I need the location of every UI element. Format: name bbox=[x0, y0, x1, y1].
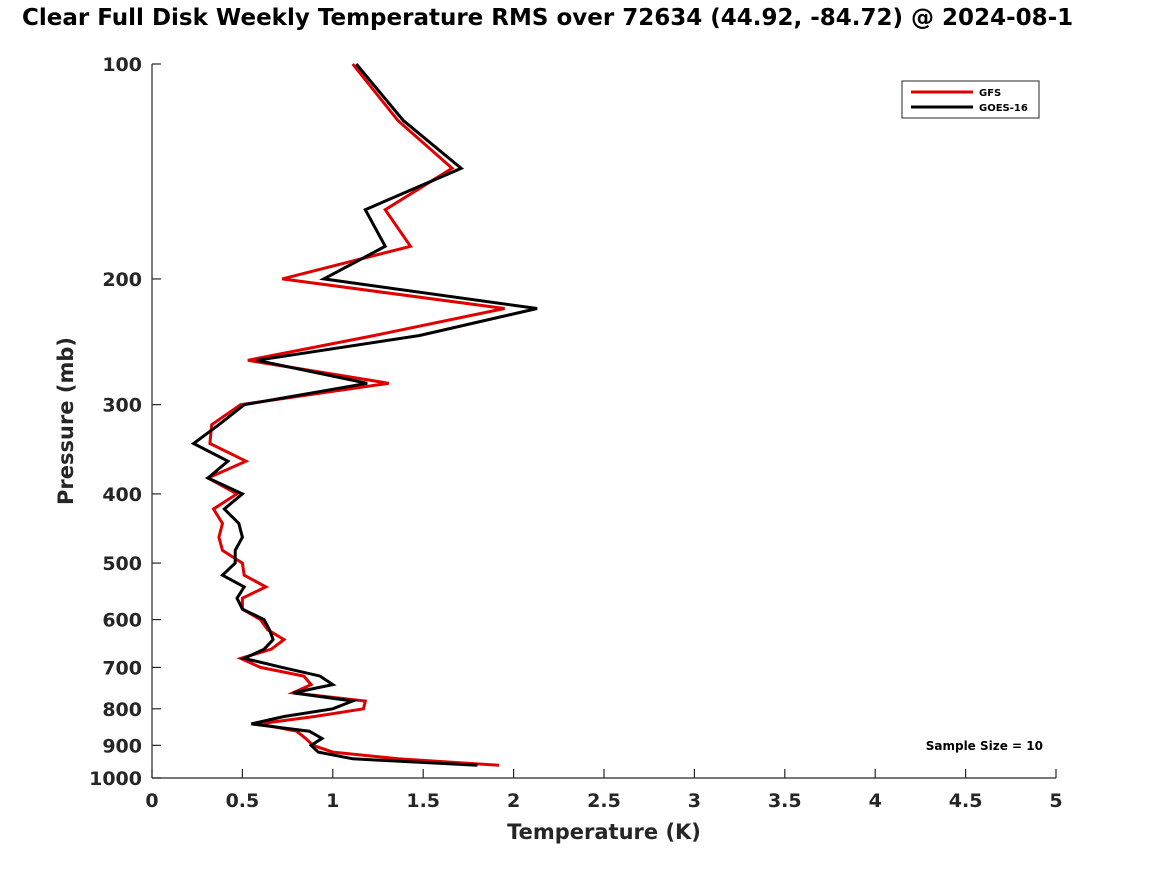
y-tick-label: 600 bbox=[102, 610, 142, 632]
x-tick-label: 3 bbox=[688, 790, 701, 812]
legend: GFS GOES-16 bbox=[901, 80, 1040, 119]
x-ticks: 0 0.5 1 1.5 2 2.5 3 3.5 4 4.5 5 bbox=[145, 769, 1063, 812]
y-tick-label: 100 bbox=[102, 54, 142, 76]
legend-box bbox=[901, 80, 1040, 119]
x-tick-label: 4.5 bbox=[949, 790, 983, 812]
x-tick-label: 3.5 bbox=[768, 790, 802, 812]
y-tick-label: 800 bbox=[102, 699, 142, 721]
y-tick-label: 500 bbox=[102, 553, 142, 575]
series-line-goes-16 bbox=[190, 63, 538, 767]
x-tick-label: 5 bbox=[1049, 790, 1062, 812]
y-tick-label: 900 bbox=[102, 735, 142, 757]
x-tick-label: 0 bbox=[145, 790, 158, 812]
x-tick-label: 1 bbox=[326, 790, 339, 812]
y-tick-label: 700 bbox=[102, 657, 142, 679]
chart-title: Clear Full Disk Weekly Temperature RMS o… bbox=[22, 5, 1073, 31]
y-ticks: 100 200 300 400 500 600 700 800 900 1000 bbox=[89, 54, 161, 790]
x-tick-label: 1.5 bbox=[406, 790, 440, 812]
legend-label-gfs: GFS bbox=[979, 88, 1001, 99]
plot-lines bbox=[190, 63, 538, 767]
y-axis-label: Pressure (mb) bbox=[54, 337, 78, 505]
x-axis-label: Temperature (K) bbox=[507, 820, 701, 844]
y-tick-label: 300 bbox=[102, 395, 142, 417]
series-line-gfs bbox=[204, 63, 505, 767]
x-tick-label: 4 bbox=[869, 790, 882, 812]
x-tick-label: 0.5 bbox=[226, 790, 260, 812]
sample-size-annotation: Sample Size = 10 bbox=[926, 739, 1043, 753]
y-tick-label: 400 bbox=[102, 484, 142, 506]
y-tick-label: 1000 bbox=[89, 768, 142, 790]
legend-label-goes16: GOES-16 bbox=[979, 103, 1028, 114]
x-tick-label: 2.5 bbox=[587, 790, 621, 812]
y-tick-label: 200 bbox=[102, 269, 142, 291]
x-tick-label: 2 bbox=[507, 790, 520, 812]
